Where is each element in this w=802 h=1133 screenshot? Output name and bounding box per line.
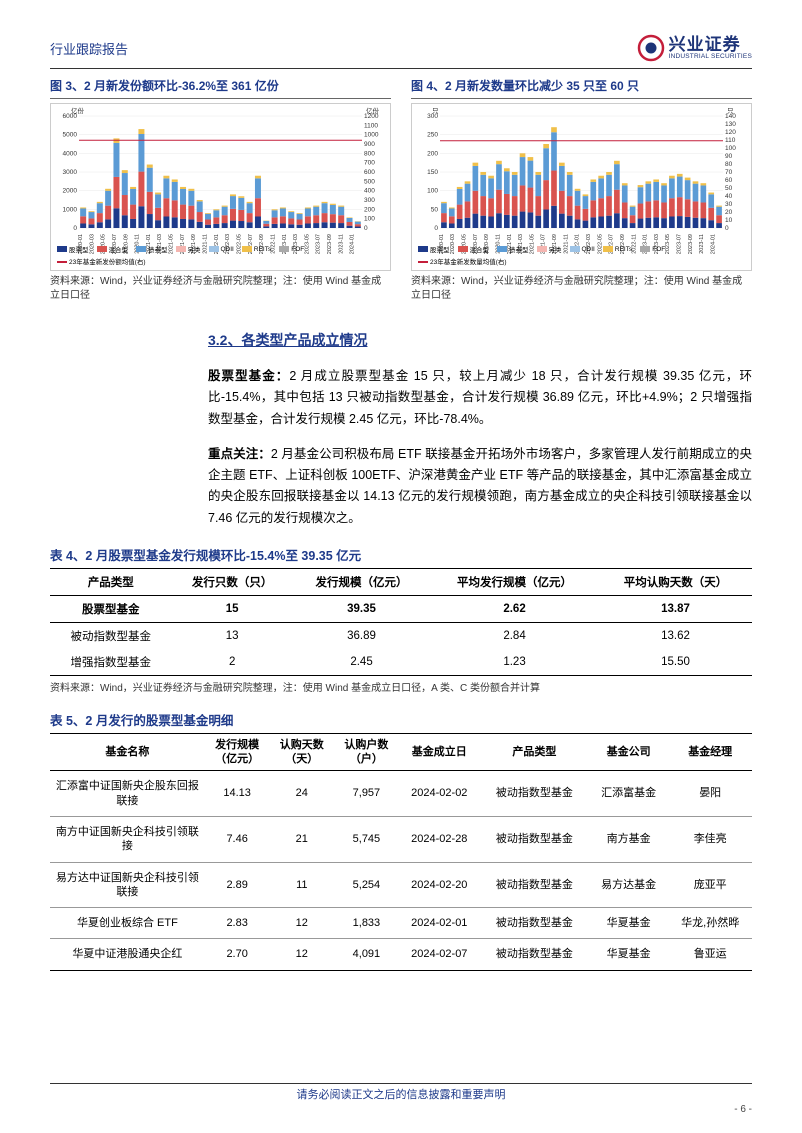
svg-text:2000: 2000	[63, 188, 78, 195]
svg-text:只: 只	[432, 107, 439, 115]
table5: 基金名称发行规模（亿元）认购天数（天）认购户数（户）基金成立日产品类型基金公司基…	[50, 733, 752, 971]
svg-text:400: 400	[364, 188, 375, 195]
table-row: 股票型基金1539.352.6213.87	[50, 595, 752, 622]
paragraph-1: 股票型基金：2 月成立股票型基金 15 只，较上月减少 18 只，合计发行规模 …	[208, 366, 752, 430]
svg-text:150: 150	[427, 169, 438, 176]
brand-logo: 兴业证券 INDUSTRIAL SECURITIES	[637, 34, 752, 62]
svg-text:900: 900	[364, 141, 375, 148]
svg-text:5000: 5000	[63, 132, 78, 139]
table4-title: 表 4、2 月股票型基金发行规模环比-15.4%至 39.35 亿元	[50, 545, 752, 564]
table4-source: 资料来源：Wind，兴业证券经济与金融研究院整理，注：使用 Wind 基金成立日…	[50, 679, 752, 694]
svg-text:200: 200	[364, 206, 375, 213]
svg-text:300: 300	[364, 197, 375, 204]
svg-text:600: 600	[364, 169, 375, 176]
page-header-title: 行业跟踪报告	[50, 39, 128, 58]
svg-text:1000: 1000	[364, 132, 379, 139]
svg-text:0: 0	[434, 225, 438, 232]
svg-text:0: 0	[364, 225, 368, 232]
chart3: 0100020003000400050006000010020030040050…	[50, 103, 391, 271]
svg-text:3000: 3000	[63, 169, 78, 176]
svg-text:700: 700	[364, 160, 375, 167]
table-row: 增强指数型基金22.451.2315.50	[50, 649, 752, 676]
charts-row: 图 3、2 月新发份额环比-36.2%至 361 亿份 010002000300…	[50, 77, 752, 302]
svg-text:60: 60	[725, 177, 733, 184]
svg-text:20: 20	[725, 209, 733, 216]
svg-text:100: 100	[725, 145, 736, 152]
table5-title: 表 5、2 月发行的股票型基金明细	[50, 710, 752, 729]
svg-text:200: 200	[427, 150, 438, 157]
svg-text:亿份: 亿份	[71, 106, 85, 115]
svg-text:4000: 4000	[63, 150, 78, 157]
chart4: 0501001502002503000102030405060708090100…	[411, 103, 752, 271]
chart4-source: 资料来源：Wind，兴业证券经济与金融研究院整理；注：使用 Wind 基金成立日…	[411, 275, 752, 302]
chart4-title: 图 4、2 月新发数量环比减少 35 只至 60 只	[411, 77, 752, 94]
svg-text:0: 0	[725, 225, 729, 232]
svg-text:1100: 1100	[364, 122, 378, 129]
paragraph-2: 重点关注：2 月基金公司积极布局 ETF 联接基金开拓场外市场客户，多家管理人发…	[208, 444, 752, 529]
table-row: 汇添富中证国新央企股东回报联接14.13247,9572024-02-02被动指…	[50, 771, 752, 817]
svg-text:亿份: 亿份	[366, 106, 380, 115]
svg-text:130: 130	[725, 121, 736, 128]
svg-text:70: 70	[725, 169, 733, 176]
svg-text:110: 110	[725, 137, 736, 144]
svg-text:1000: 1000	[63, 206, 78, 213]
svg-text:40: 40	[725, 193, 733, 200]
svg-text:0: 0	[73, 225, 77, 232]
chart3-source: 资料来源：Wind，兴业证券经济与金融研究院整理；注：使用 Wind 基金成立日…	[50, 275, 391, 302]
brand-name-en: INDUSTRIAL SECURITIES	[669, 54, 752, 61]
table4: 产品类型发行只数（只）发行规模（亿元）平均发行规模（亿元）平均认购天数（天）股票…	[50, 568, 752, 676]
svg-text:80: 80	[725, 161, 733, 168]
svg-text:30: 30	[725, 201, 733, 208]
footer-disclaimer: 请务必阅读正文之后的信息披露和重要声明	[50, 1086, 752, 1102]
svg-text:只: 只	[727, 107, 734, 115]
svg-text:250: 250	[427, 132, 438, 139]
svg-text:90: 90	[725, 153, 733, 160]
svg-text:120: 120	[725, 129, 736, 136]
svg-text:50: 50	[725, 185, 733, 192]
table-row: 华夏创业板综合 ETF2.83121,8332024-02-01被动指数型基金华…	[50, 908, 752, 939]
svg-text:500: 500	[364, 178, 375, 185]
chart3-title: 图 3、2 月新发份额环比-36.2%至 361 亿份	[50, 77, 391, 94]
svg-text:50: 50	[431, 206, 439, 213]
brand-name-zh: 兴业证券	[669, 36, 752, 54]
logo-icon	[637, 34, 665, 62]
para2-lead: 重点关注：	[208, 447, 271, 461]
para1-lead: 股票型基金：	[208, 369, 289, 383]
svg-text:800: 800	[364, 150, 375, 157]
svg-text:100: 100	[364, 216, 375, 223]
svg-text:10: 10	[725, 217, 733, 224]
table-row: 南方中证国新央企科技引领联接7.46215,7452024-02-28被动指数型…	[50, 816, 752, 862]
svg-text:100: 100	[427, 188, 438, 195]
table-row: 易方达中证国新央企科技引领联接2.89115,2542024-02-20被动指数…	[50, 862, 752, 908]
table-row: 被动指数型基金1336.892.8413.62	[50, 622, 752, 649]
footer-page: - 6 -	[50, 1104, 752, 1115]
section-title: 3.2、各类型产品成立情况	[208, 330, 752, 350]
table-row: 华夏中证港股通央企红2.70124,0912024-02-07被动指数型基金华夏…	[50, 939, 752, 970]
